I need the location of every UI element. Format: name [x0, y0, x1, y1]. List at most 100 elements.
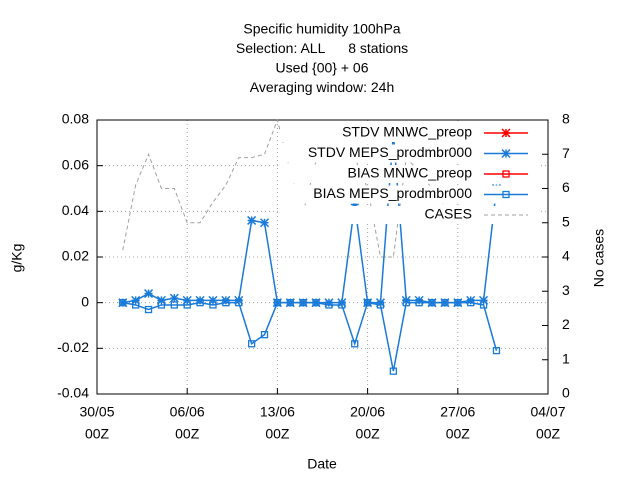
legend-label: BIAS MEPS_prodmbr000: [313, 185, 472, 201]
y-tick-label: -0.02: [57, 339, 89, 355]
data-point: [144, 289, 154, 299]
legend-bg: [280, 124, 540, 142]
legend-bg: [280, 206, 540, 224]
y-tick-label: -0.04: [57, 385, 89, 401]
data-point: [157, 301, 166, 309]
data-point: [132, 301, 140, 309]
data-point: [118, 298, 128, 308]
data-point: [144, 305, 153, 314]
x-tick-label: 00Z: [536, 426, 561, 442]
series-line: [122, 301, 498, 372]
data-point: [414, 295, 424, 305]
y2-tick-label: 5: [562, 213, 570, 229]
legend-marker: [502, 170, 510, 178]
plot-frame: [96, 119, 549, 395]
data-point: [375, 298, 386, 308]
legend-label: CASES: [425, 206, 472, 222]
data-point: [183, 301, 191, 309]
y2-tick-label: 3: [562, 282, 570, 298]
x-tick-label: 30/05: [79, 404, 114, 420]
data-point: [273, 299, 282, 307]
data-point: [389, 367, 398, 375]
data-point: [376, 301, 385, 309]
y-tick-label: 0.08: [62, 111, 89, 127]
y2-axis-label: No cases: [591, 229, 607, 287]
data-point: [196, 299, 204, 307]
data-point: [182, 295, 192, 305]
data-point: [235, 299, 243, 307]
x-tick-label: 13/06: [260, 404, 295, 420]
y-tick-label: 0: [81, 293, 89, 309]
legend-label: STDV MEPS_prodmbr000: [308, 144, 472, 160]
chart-title: Specific humidity 100hPa: [243, 21, 400, 37]
data-point: [260, 330, 269, 339]
data-point: [441, 299, 449, 307]
y2-tick-label: 4: [562, 248, 570, 264]
legend-bg: [280, 144, 540, 163]
x-tick-label: 00Z: [265, 426, 290, 442]
y2-tick-label: 2: [562, 316, 570, 332]
legend-marker: [501, 128, 511, 138]
data-point: [170, 301, 178, 309]
y-axis-label: g/Kg: [9, 244, 25, 273]
legend-marker: [502, 190, 510, 199]
y2-tick-label: 0: [562, 385, 570, 401]
data-point: [337, 298, 347, 308]
data-point: [169, 293, 179, 303]
x-tick-label: 00Z: [446, 426, 471, 442]
y2-tick-label: 1: [562, 350, 570, 366]
data-point: [119, 299, 127, 307]
x-tick-label: 00Z: [356, 426, 381, 442]
data-point: [454, 299, 462, 307]
x-tick-label: 04/07: [530, 404, 565, 420]
x-tick-label: 00Z: [175, 426, 200, 442]
data-point: [222, 299, 230, 307]
data-point: [247, 215, 257, 225]
x-axis-label: Date: [307, 456, 337, 472]
y2-tick-label: 7: [562, 145, 570, 161]
data-point: [363, 299, 372, 307]
legend-marker: [501, 148, 511, 159]
data-point: [209, 301, 217, 309]
data-point: [466, 295, 476, 305]
y2-tick-label: 6: [562, 179, 570, 195]
data-point: [324, 298, 334, 308]
data-point: [299, 299, 307, 307]
data-point: [428, 299, 436, 307]
x-tick-label: 20/06: [350, 404, 385, 420]
y-tick-label: 0.06: [62, 156, 89, 172]
legend-bg: [280, 185, 540, 204]
data-point: [401, 295, 411, 305]
data-point: [221, 295, 231, 305]
chart-title: Used {00} + 06: [275, 60, 368, 76]
data-point: [195, 295, 205, 305]
data-point: [479, 301, 488, 309]
chart-title: Selection: ALL 8 stations: [236, 40, 408, 56]
data-point: [286, 299, 294, 307]
data-point: [467, 299, 475, 307]
legend-bg: [280, 165, 540, 183]
legend-label: BIAS MNWC_preop: [348, 165, 473, 181]
data-point: [208, 295, 218, 305]
data-point: [156, 295, 166, 305]
data-point: [338, 301, 346, 309]
data-point: [415, 299, 423, 307]
data-point: [402, 299, 410, 307]
data-point: [479, 295, 489, 305]
data-point: [325, 301, 333, 309]
data-point: [351, 340, 359, 348]
data-point: [312, 299, 320, 307]
data-point: [492, 346, 501, 355]
x-tick-label: 06/06: [170, 404, 205, 420]
data-point: [350, 199, 360, 210]
data-point: [234, 295, 244, 305]
legend-label: STDV MNWC_preop: [342, 124, 472, 140]
chart-title: Averaging window: 24h: [250, 79, 395, 95]
y2-tick-label: 8: [562, 111, 570, 127]
y-tick-label: 0.02: [62, 248, 89, 264]
data-point: [131, 295, 141, 305]
x-tick-label: 00Z: [85, 426, 110, 442]
data-point: [259, 218, 270, 228]
